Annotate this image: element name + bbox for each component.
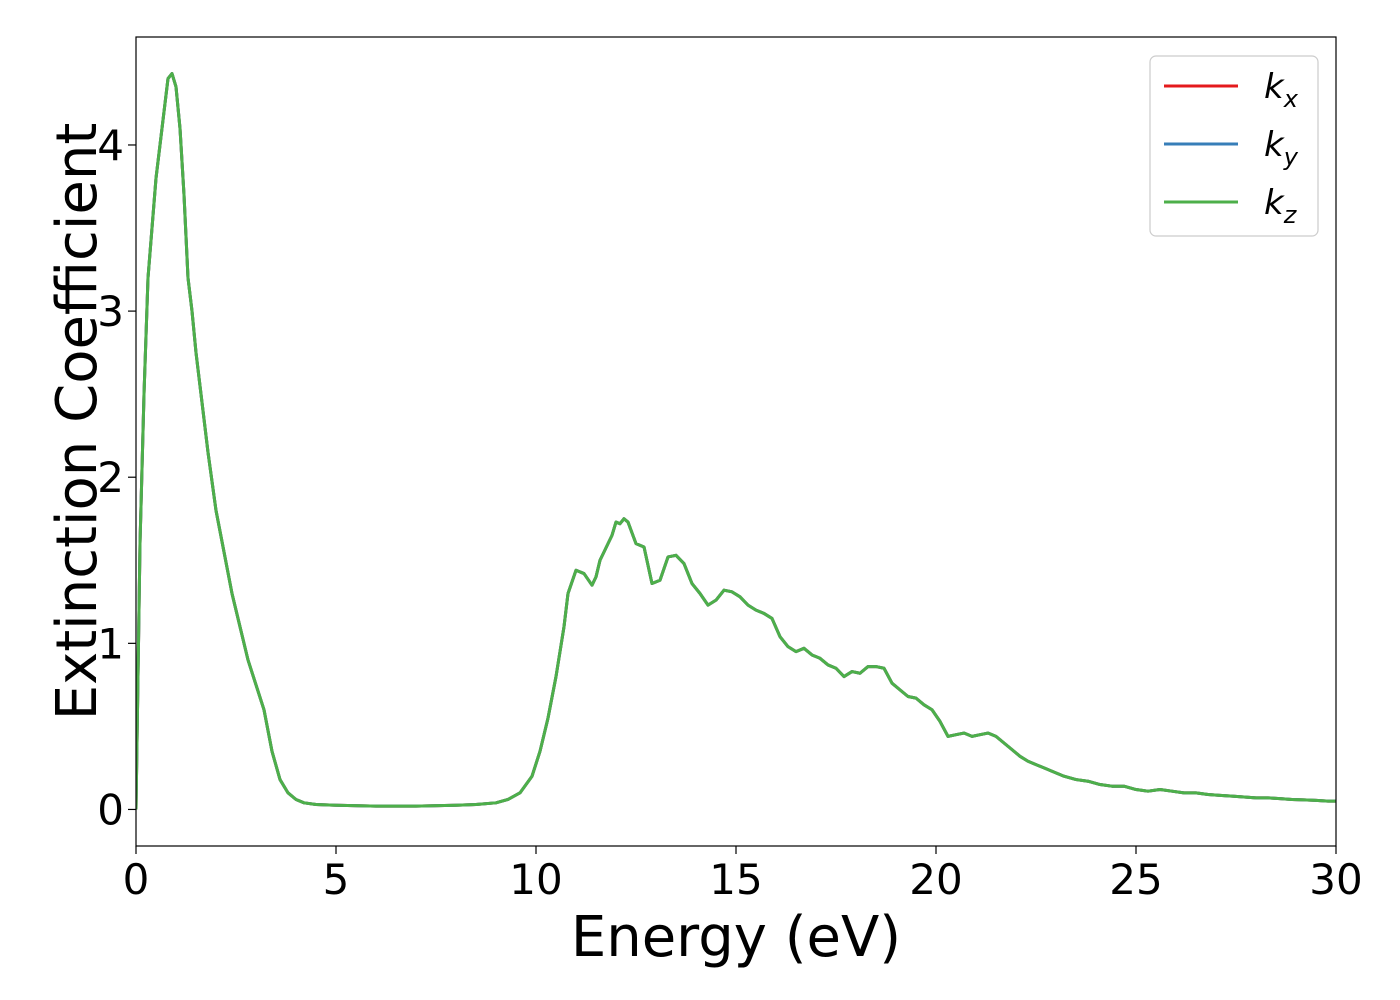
legend-box xyxy=(1149,55,1319,237)
y-tick-label: 2 xyxy=(97,453,124,502)
x-tick-label: 30 xyxy=(1309,855,1362,904)
x-tick-label: 5 xyxy=(323,855,350,904)
y-tick-label: 4 xyxy=(97,121,124,170)
x-axis-label: Energy (eV) xyxy=(571,905,901,970)
y-tick-label: 0 xyxy=(97,785,124,834)
y-axis: 0 1 2 3 4 xyxy=(97,121,136,834)
legend-label-z: kz xyxy=(1264,183,1298,229)
legend: kx ky kz xyxy=(1149,55,1319,237)
y-axis-label: Extinction Coefficient xyxy=(45,123,110,721)
plot-area xyxy=(136,72,1336,810)
legend-label-y: ky xyxy=(1264,125,1299,171)
y-tick-label: 1 xyxy=(97,619,124,668)
x-tick-label: 0 xyxy=(123,855,150,904)
y-tick-label: 3 xyxy=(97,287,124,336)
x-axis: 0 5 10 15 20 25 30 xyxy=(123,846,1363,904)
x-tick-label: 10 xyxy=(509,855,562,904)
x-tick-label: 15 xyxy=(709,855,762,904)
x-tick-label: 25 xyxy=(1109,855,1162,904)
legend-label-x: kx xyxy=(1264,67,1299,113)
x-tick-label: 20 xyxy=(909,855,962,904)
series-line-z xyxy=(136,72,1336,810)
